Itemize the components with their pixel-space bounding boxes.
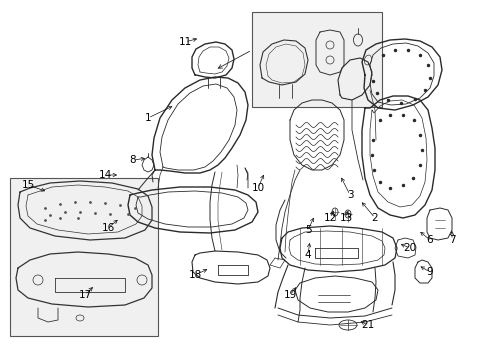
Text: 7: 7 bbox=[448, 235, 454, 245]
Text: 6: 6 bbox=[426, 235, 432, 245]
Text: 21: 21 bbox=[361, 320, 374, 330]
Text: 12: 12 bbox=[323, 213, 336, 223]
Text: 15: 15 bbox=[21, 180, 35, 190]
Text: 17: 17 bbox=[78, 290, 91, 300]
Text: 1: 1 bbox=[144, 113, 151, 123]
Text: 20: 20 bbox=[403, 243, 416, 253]
Text: 11: 11 bbox=[178, 37, 191, 47]
Text: 5: 5 bbox=[304, 225, 311, 235]
Text: 3: 3 bbox=[346, 190, 353, 200]
Text: 10: 10 bbox=[251, 183, 264, 193]
Text: 19: 19 bbox=[283, 290, 296, 300]
Text: 18: 18 bbox=[188, 270, 201, 280]
Text: 13: 13 bbox=[339, 213, 352, 223]
FancyBboxPatch shape bbox=[251, 12, 381, 107]
Text: 2: 2 bbox=[371, 213, 378, 223]
Text: 9: 9 bbox=[426, 267, 432, 277]
Text: 8: 8 bbox=[129, 155, 136, 165]
Text: 4: 4 bbox=[304, 250, 311, 260]
Text: 14: 14 bbox=[98, 170, 111, 180]
FancyBboxPatch shape bbox=[10, 178, 158, 336]
Text: 16: 16 bbox=[101, 223, 114, 233]
